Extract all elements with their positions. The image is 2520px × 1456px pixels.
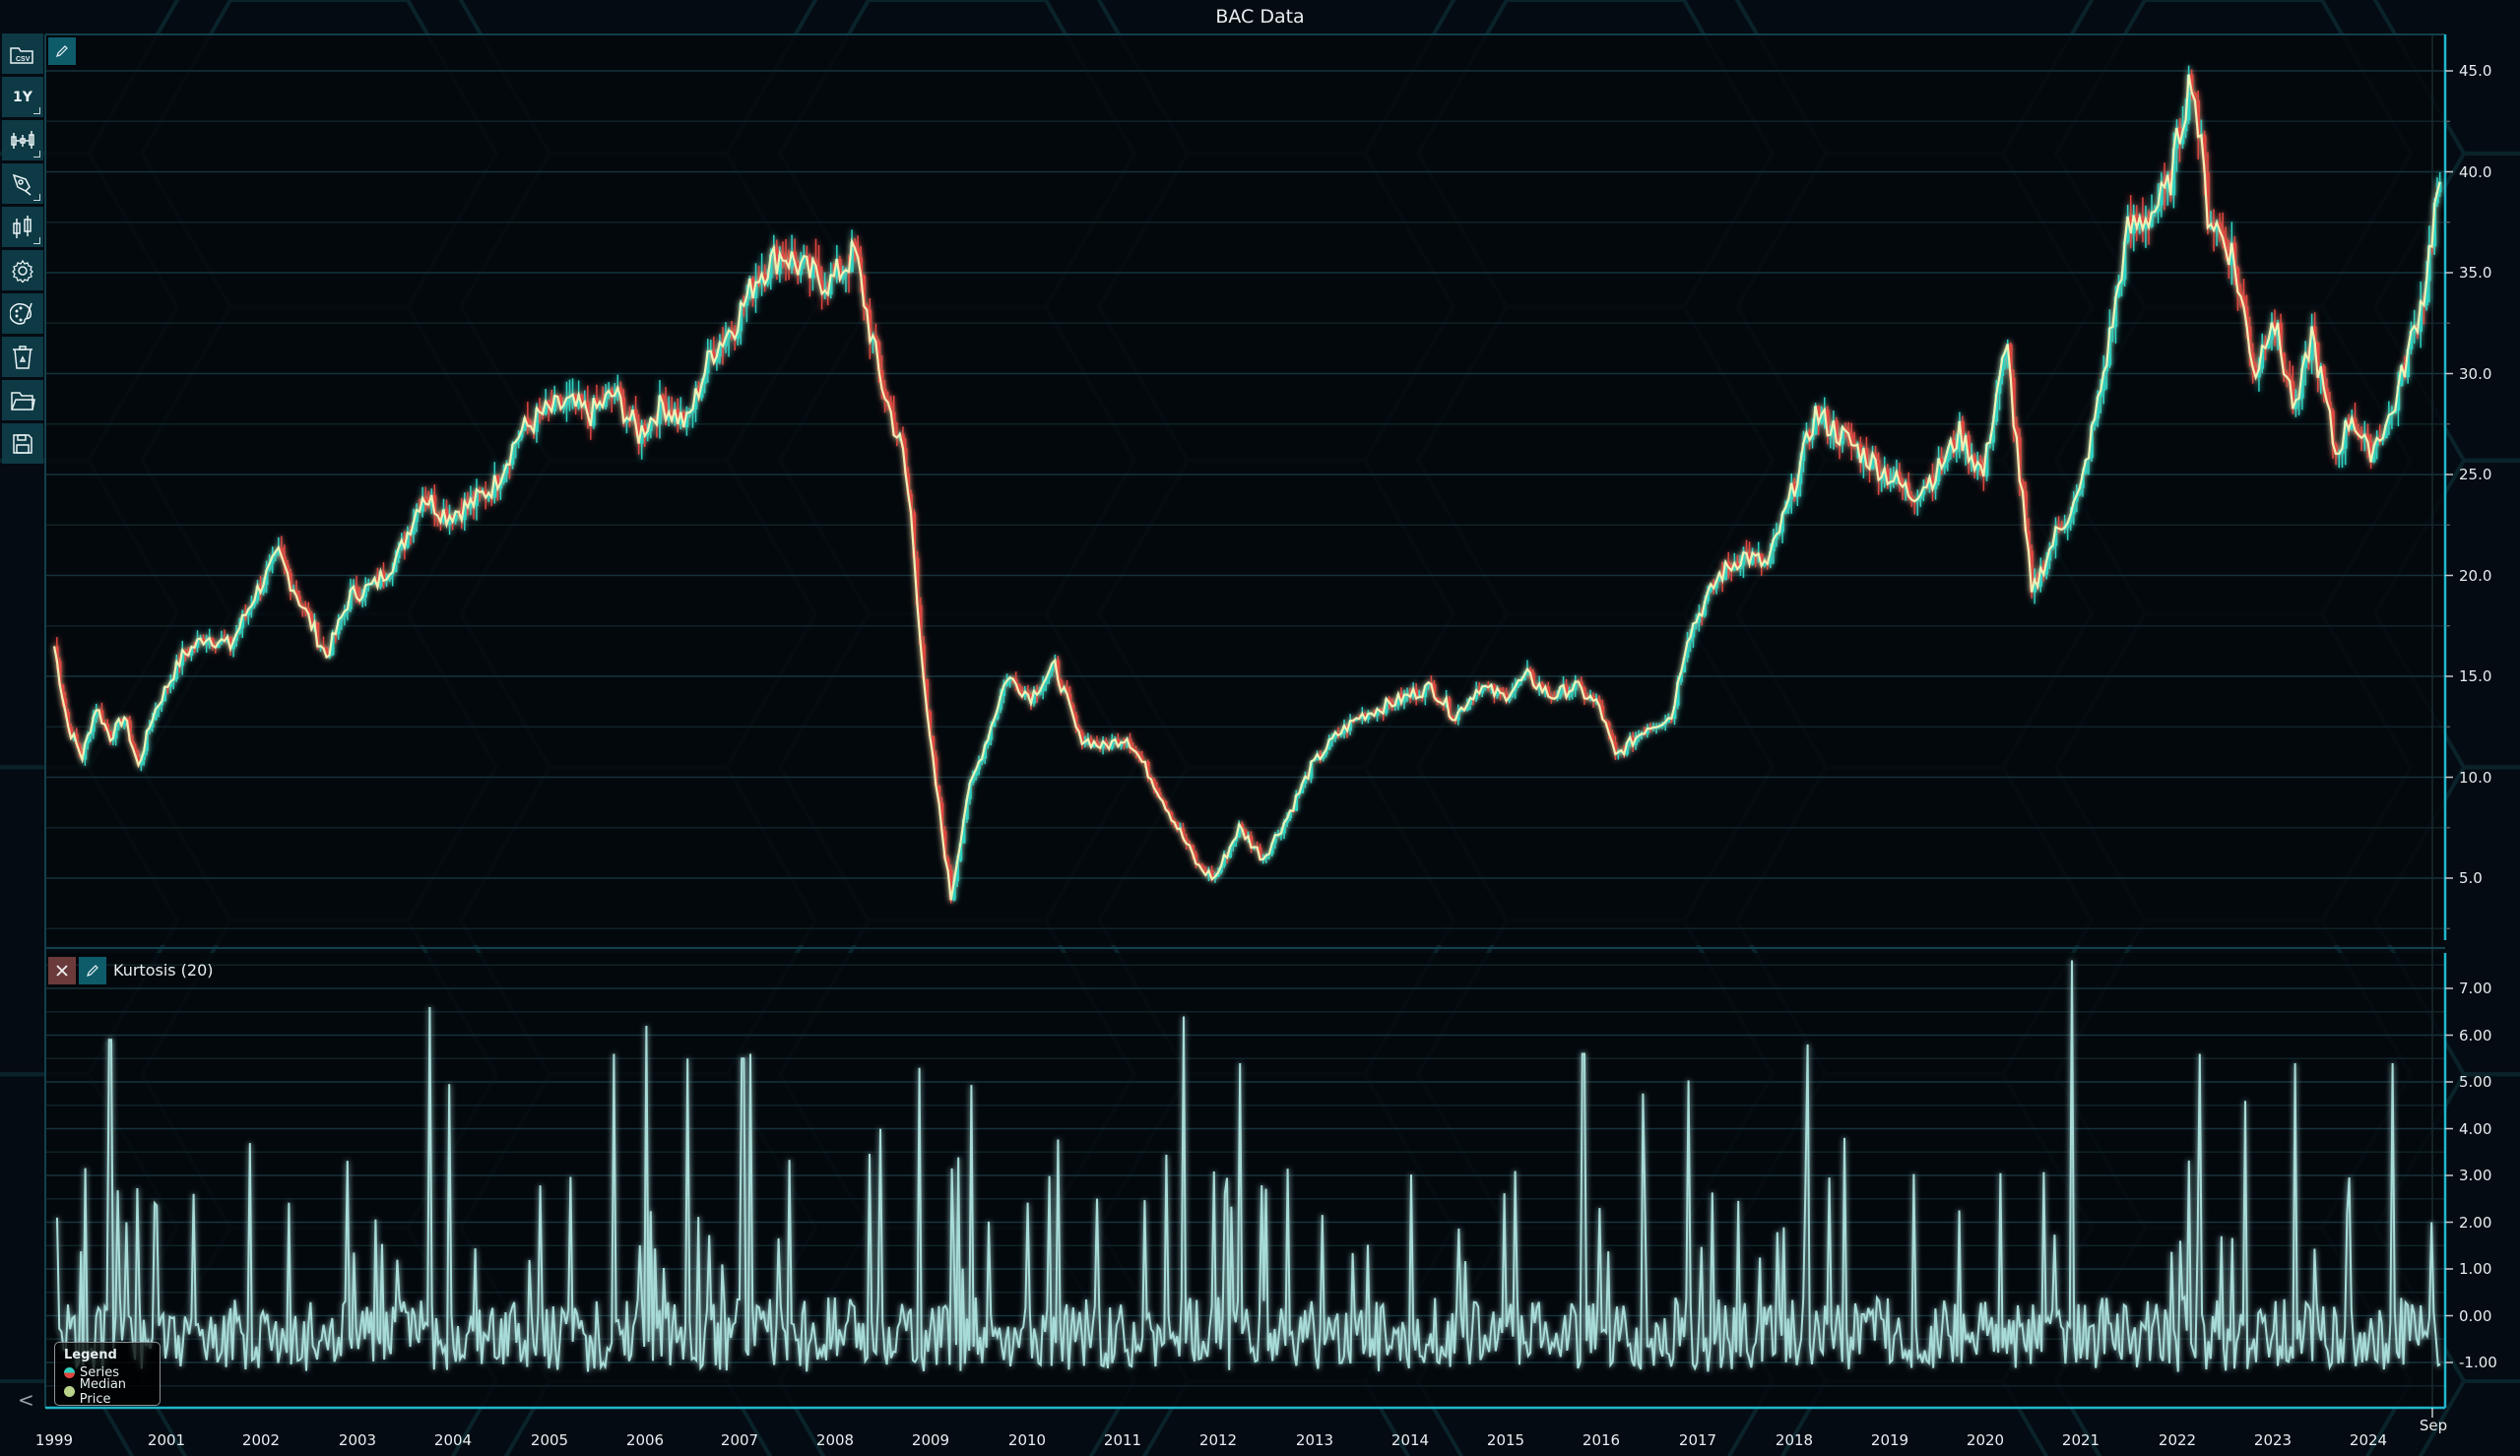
kurtosis-tick-label: -1.00: [2459, 1354, 2497, 1371]
median-color-icon: [64, 1386, 75, 1397]
settings-button[interactable]: [2, 250, 43, 290]
open-csv-button[interactable]: CSV: [2, 33, 43, 74]
theme-button[interactable]: [2, 293, 43, 334]
time-tick-label: 2007: [720, 1431, 759, 1449]
time-tick-label: 2002: [241, 1431, 281, 1449]
legend-item-series[interactable]: Series: [64, 1363, 160, 1382]
legend-title: Legend: [64, 1348, 117, 1362]
time-tick-label: 2001: [147, 1431, 186, 1449]
scroll-left-button[interactable]: <: [18, 1388, 34, 1412]
kurtosis-tick-label: 3.00: [2459, 1167, 2492, 1184]
submenu-indicator-icon: [33, 237, 40, 244]
time-tick-label: 2012: [1198, 1431, 1238, 1449]
kurtosis-tick-label: 6.00: [2459, 1026, 2492, 1045]
close-icon: [56, 965, 68, 977]
indicators-button[interactable]: [2, 207, 43, 247]
time-tick-label: 2016: [1582, 1431, 1621, 1449]
time-tick-label: 2008: [815, 1431, 855, 1449]
svg-text:CSV: CSV: [16, 56, 31, 63]
open-button[interactable]: [2, 380, 43, 420]
price-tick-label: 5.0: [2459, 869, 2483, 887]
price-tick-label: 10.0: [2459, 768, 2492, 787]
time-tick-label: 2004: [433, 1431, 473, 1449]
candlestick-icon: [11, 130, 34, 149]
time-tick-label: 2024: [2349, 1431, 2388, 1449]
price-tick-label: 40.0: [2459, 162, 2492, 181]
series-color-icon: [64, 1367, 75, 1378]
pen-tool-icon: [12, 173, 32, 196]
time-tick-label: 2023: [2253, 1431, 2293, 1449]
kurtosis-tick-label: 5.00: [2459, 1073, 2492, 1091]
main-pane-edit-button[interactable]: [48, 37, 76, 65]
save-button[interactable]: [2, 423, 43, 464]
legend-label: Series: [80, 1365, 119, 1380]
time-tick-label: 2017: [1678, 1431, 1717, 1449]
toolbar: CSV 1Y: [2, 33, 45, 467]
time-tick-label: 2015: [1486, 1431, 1525, 1449]
pencil-icon: [56, 45, 68, 57]
price-tick-label: 30.0: [2459, 364, 2492, 383]
submenu-indicator-icon: [33, 194, 40, 201]
price-tick-label: 20.0: [2459, 566, 2492, 585]
time-tick-label: 2021: [2061, 1431, 2100, 1449]
chart-title: BAC Data: [1215, 6, 1305, 28]
time-tick-label: 2014: [1390, 1431, 1430, 1449]
timeframe-button[interactable]: 1Y: [2, 77, 43, 117]
time-tick-label: 2011: [1103, 1431, 1142, 1449]
recycle-bin-icon: [13, 345, 32, 369]
candles-icon: [13, 215, 32, 238]
kurtosis-tick-label: 7.00: [2459, 980, 2492, 997]
indicator-edit-button[interactable]: [79, 957, 106, 984]
indicator-label: Kurtosis (20): [113, 961, 214, 980]
kurtosis-tick-label: 4.00: [2459, 1119, 2492, 1138]
time-tick-label: 2018: [1775, 1431, 1814, 1449]
price-tick-label: 25.0: [2459, 466, 2492, 483]
folder-csv-icon: CSV: [10, 46, 33, 64]
legend: Legend Series Median Price: [54, 1342, 161, 1407]
time-tick-label: 2013: [1295, 1431, 1334, 1449]
submenu-indicator-icon: [33, 107, 40, 114]
chart-type-button[interactable]: [2, 120, 43, 160]
kurtosis-tick-label: 2.00: [2459, 1213, 2492, 1232]
folder-icon: [11, 391, 35, 411]
remove-indicator-button[interactable]: [48, 957, 76, 984]
submenu-indicator-icon: [33, 151, 40, 158]
time-tick-label: 2009: [911, 1431, 950, 1449]
price-tick-label: 45.0: [2459, 62, 2492, 80]
pencil-icon: [87, 965, 98, 977]
kurtosis-tick-label: 1.00: [2459, 1260, 2492, 1278]
drawing-tools-button[interactable]: [2, 163, 43, 204]
floppy-disk-icon: [13, 433, 32, 454]
time-tick-label: 2003: [338, 1431, 377, 1449]
gear-icon: [12, 259, 33, 283]
time-tick-label: 1999: [34, 1431, 74, 1449]
time-tick-label: 2022: [2158, 1431, 2197, 1449]
price-tick-label: 15.0: [2459, 667, 2492, 685]
kurtosis-tick-label: 0.00: [2459, 1306, 2492, 1325]
time-tick-label: 2020: [1966, 1431, 2005, 1449]
x-axis-end-label: Sep: [2419, 1417, 2448, 1434]
clear-button[interactable]: [2, 337, 43, 377]
timeframe-label: 1Y: [13, 89, 32, 105]
time-tick-label: 2006: [625, 1431, 665, 1449]
legend-label: Median Price: [79, 1376, 127, 1407]
time-tick-label: 2005: [530, 1431, 569, 1449]
time-tick-label: 2019: [1870, 1431, 1909, 1449]
price-tick-label: 35.0: [2459, 264, 2492, 282]
time-tick-label: 2010: [1007, 1431, 1047, 1449]
palette-icon: [10, 302, 32, 325]
legend-item-median-price[interactable]: Median Price: [64, 1377, 160, 1407]
